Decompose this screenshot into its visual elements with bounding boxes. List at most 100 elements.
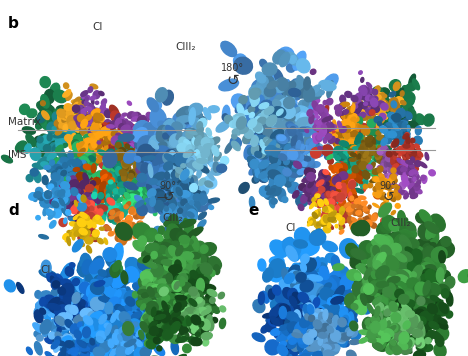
Ellipse shape xyxy=(197,299,205,307)
Ellipse shape xyxy=(360,166,366,177)
Ellipse shape xyxy=(282,325,288,333)
Ellipse shape xyxy=(97,150,101,159)
Ellipse shape xyxy=(80,232,83,237)
Ellipse shape xyxy=(314,212,321,217)
Ellipse shape xyxy=(399,259,413,273)
Ellipse shape xyxy=(353,104,358,108)
Ellipse shape xyxy=(174,163,182,172)
Ellipse shape xyxy=(188,337,197,346)
Ellipse shape xyxy=(51,169,59,177)
Ellipse shape xyxy=(336,208,338,213)
Ellipse shape xyxy=(340,148,348,156)
Ellipse shape xyxy=(132,117,138,121)
Ellipse shape xyxy=(323,205,327,211)
Ellipse shape xyxy=(371,321,380,333)
Ellipse shape xyxy=(314,326,318,336)
Ellipse shape xyxy=(313,143,323,148)
Ellipse shape xyxy=(362,155,366,159)
Ellipse shape xyxy=(181,206,189,218)
Ellipse shape xyxy=(430,295,439,301)
Ellipse shape xyxy=(320,288,332,300)
Ellipse shape xyxy=(207,289,217,297)
Ellipse shape xyxy=(60,295,71,309)
Ellipse shape xyxy=(104,333,119,345)
Ellipse shape xyxy=(121,348,133,356)
Ellipse shape xyxy=(282,105,295,119)
Ellipse shape xyxy=(112,275,125,288)
Ellipse shape xyxy=(175,272,183,282)
Ellipse shape xyxy=(92,326,111,334)
Ellipse shape xyxy=(141,199,146,204)
Ellipse shape xyxy=(265,75,274,84)
Ellipse shape xyxy=(300,318,310,325)
Ellipse shape xyxy=(398,211,405,225)
Ellipse shape xyxy=(385,185,388,189)
Ellipse shape xyxy=(116,208,120,211)
Ellipse shape xyxy=(121,224,127,230)
Ellipse shape xyxy=(75,188,83,194)
Ellipse shape xyxy=(42,135,51,143)
Ellipse shape xyxy=(104,173,111,181)
Ellipse shape xyxy=(401,161,407,166)
Ellipse shape xyxy=(96,337,103,342)
Ellipse shape xyxy=(87,184,94,193)
Ellipse shape xyxy=(366,217,369,221)
Ellipse shape xyxy=(416,338,425,348)
Ellipse shape xyxy=(284,295,304,306)
Ellipse shape xyxy=(104,153,110,160)
Ellipse shape xyxy=(186,130,193,138)
Ellipse shape xyxy=(77,219,86,227)
Ellipse shape xyxy=(254,170,264,178)
Ellipse shape xyxy=(337,153,345,160)
Ellipse shape xyxy=(368,111,373,116)
Ellipse shape xyxy=(95,145,103,155)
Ellipse shape xyxy=(118,229,122,232)
Ellipse shape xyxy=(336,327,351,339)
Ellipse shape xyxy=(168,265,182,273)
Ellipse shape xyxy=(24,144,31,153)
Ellipse shape xyxy=(38,115,46,124)
Ellipse shape xyxy=(314,311,325,324)
Ellipse shape xyxy=(133,112,141,121)
Ellipse shape xyxy=(155,302,161,312)
Ellipse shape xyxy=(330,188,335,195)
Ellipse shape xyxy=(181,183,189,190)
Ellipse shape xyxy=(167,218,181,223)
Ellipse shape xyxy=(175,276,183,284)
Ellipse shape xyxy=(407,153,410,159)
Ellipse shape xyxy=(320,329,328,337)
Ellipse shape xyxy=(114,155,121,162)
Ellipse shape xyxy=(383,136,392,144)
Ellipse shape xyxy=(191,298,197,308)
Ellipse shape xyxy=(56,113,68,124)
Ellipse shape xyxy=(175,154,186,166)
Ellipse shape xyxy=(196,298,202,303)
Ellipse shape xyxy=(182,313,190,320)
Ellipse shape xyxy=(169,299,179,307)
Ellipse shape xyxy=(433,274,440,287)
Ellipse shape xyxy=(168,131,175,144)
Ellipse shape xyxy=(88,87,93,93)
Ellipse shape xyxy=(303,355,311,356)
Ellipse shape xyxy=(283,288,293,299)
Ellipse shape xyxy=(315,326,329,339)
Ellipse shape xyxy=(141,163,151,177)
Ellipse shape xyxy=(170,286,179,294)
Ellipse shape xyxy=(365,154,370,161)
Ellipse shape xyxy=(73,185,81,194)
Ellipse shape xyxy=(75,159,79,162)
Ellipse shape xyxy=(339,140,347,144)
Ellipse shape xyxy=(412,249,422,263)
Ellipse shape xyxy=(54,158,65,167)
Ellipse shape xyxy=(17,283,24,293)
Ellipse shape xyxy=(339,172,348,179)
Ellipse shape xyxy=(130,140,137,147)
Ellipse shape xyxy=(358,205,363,209)
Ellipse shape xyxy=(221,156,229,164)
Ellipse shape xyxy=(130,124,140,135)
Ellipse shape xyxy=(295,154,304,163)
Ellipse shape xyxy=(34,331,41,337)
Ellipse shape xyxy=(326,177,334,185)
Ellipse shape xyxy=(205,303,216,313)
Ellipse shape xyxy=(283,239,300,256)
